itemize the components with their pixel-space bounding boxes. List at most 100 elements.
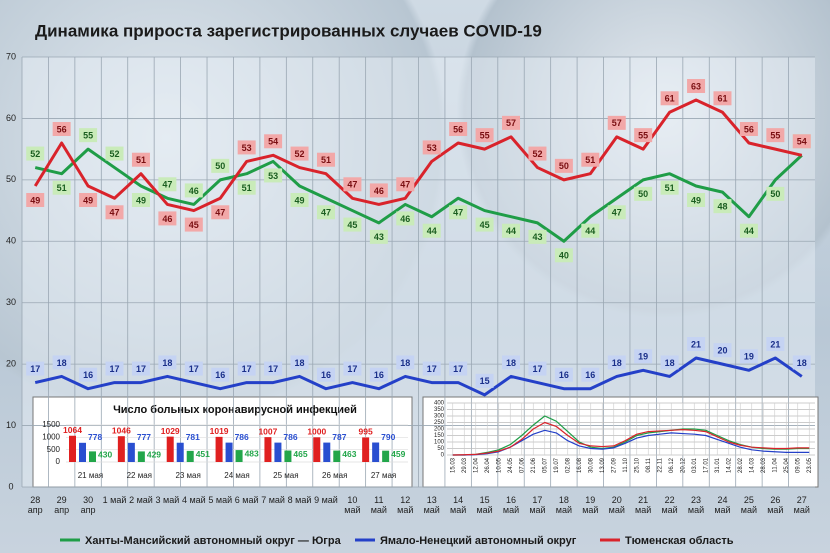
y-tick-label: 70 xyxy=(6,51,16,61)
data-label-box xyxy=(396,211,415,226)
x-tick-label: 6 май xyxy=(234,495,259,505)
x-tick-label: 21 май xyxy=(635,495,652,515)
x-tick-label: 22 мая xyxy=(127,471,152,480)
data-label-box xyxy=(343,177,362,192)
data-label: 50 xyxy=(215,161,225,171)
x-tick-label: 23 май xyxy=(687,495,705,515)
data-label-box xyxy=(713,199,732,214)
data-label: 465 xyxy=(293,449,307,459)
y-tick-label: 50 xyxy=(437,446,444,452)
data-label: 16 xyxy=(83,370,93,380)
data-label: 47 xyxy=(612,208,622,218)
x-tick-label: 21.06 xyxy=(531,457,537,473)
data-label-box xyxy=(713,91,732,106)
data-label-box xyxy=(634,186,653,201)
bar xyxy=(274,442,282,462)
data-label: 17 xyxy=(136,364,146,374)
data-label: 20 xyxy=(717,346,727,356)
data-label-box xyxy=(184,217,203,232)
data-label: 16 xyxy=(559,370,569,380)
data-label: 1046 xyxy=(112,425,131,435)
x-tick-label: 25 мая xyxy=(273,471,298,480)
x-tick-label: 29.03 xyxy=(462,457,468,473)
x-tick-label: 15 май xyxy=(476,495,493,515)
data-label: 17 xyxy=(110,364,120,374)
x-tick-label: 28.03 xyxy=(761,457,767,473)
data-label-box xyxy=(131,152,150,167)
data-label: 55 xyxy=(770,131,780,141)
data-label: 17 xyxy=(347,364,357,374)
data-label: 47 xyxy=(215,208,225,218)
data-label: 17 xyxy=(189,364,199,374)
y-tick-label: 1500 xyxy=(42,420,60,429)
legend-label: Ханты-Мансийский автономный округ — Югра xyxy=(85,535,342,547)
x-tick-label: 19.07 xyxy=(554,457,560,473)
x-tick-label: 27.09 xyxy=(611,457,617,473)
data-label: 49 xyxy=(83,195,93,205)
bar xyxy=(323,442,331,462)
data-label: 45 xyxy=(189,220,199,230)
data-label-box xyxy=(422,223,441,238)
x-tick-label: 07.06 xyxy=(519,457,525,473)
data-label: 17 xyxy=(453,364,463,374)
data-label: 995 xyxy=(359,427,373,437)
bar xyxy=(215,436,223,462)
data-label: 47 xyxy=(162,180,172,190)
x-tick-label: 22.11 xyxy=(657,457,663,472)
bar xyxy=(372,442,380,462)
data-label: 53 xyxy=(427,143,437,153)
x-tick-label: 20 май xyxy=(608,495,625,515)
data-label-box xyxy=(316,367,335,382)
data-label-box xyxy=(581,152,600,167)
data-label: 1029 xyxy=(161,426,180,436)
x-tick-label: 26 мая xyxy=(322,471,347,480)
bar xyxy=(89,451,96,462)
legend-label: Тюменская область xyxy=(625,535,734,547)
data-label: 47 xyxy=(110,208,120,218)
data-label-box xyxy=(581,367,600,382)
x-tick-label: 16.08 xyxy=(577,457,583,473)
data-label-box xyxy=(502,115,521,130)
data-label-box xyxy=(26,146,45,161)
data-label: 15 xyxy=(480,376,490,386)
x-tick-label: 7 май xyxy=(261,495,285,505)
y-tick-label: 10 xyxy=(6,420,16,430)
data-label: 18 xyxy=(797,358,807,368)
data-label-box xyxy=(634,128,653,143)
data-label: 16 xyxy=(374,370,384,380)
data-label-box xyxy=(52,180,71,195)
data-label: 51 xyxy=(57,183,67,193)
data-label-box xyxy=(264,134,283,149)
x-tick-label: 23.05 xyxy=(807,457,813,473)
data-label: 18 xyxy=(665,358,675,368)
data-label-box xyxy=(687,79,706,93)
data-label-box xyxy=(290,193,309,207)
data-label: 56 xyxy=(744,124,754,134)
x-tick-label: 30 апр xyxy=(80,495,96,515)
data-label-box xyxy=(554,158,573,173)
data-label-box xyxy=(449,361,468,376)
x-tick-label: 05.07 xyxy=(542,457,548,473)
x-tick-label: 10.05 xyxy=(496,457,502,473)
data-label: 430 xyxy=(98,450,112,460)
data-label: 18 xyxy=(162,358,172,368)
data-label: 47 xyxy=(453,208,463,218)
data-label: 1000 xyxy=(307,427,326,437)
x-tick-label: 21 мая xyxy=(78,471,103,480)
data-label-box xyxy=(660,355,679,370)
data-label-box xyxy=(369,183,388,198)
y-tick-label: 200 xyxy=(434,427,445,433)
bar xyxy=(69,435,76,462)
data-label: 18 xyxy=(57,358,67,368)
data-label: 18 xyxy=(506,358,516,368)
data-label-box xyxy=(369,367,388,382)
data-label: 43 xyxy=(532,232,542,242)
data-label-box xyxy=(528,361,547,376)
x-tick-label: 02.08 xyxy=(565,457,571,473)
x-tick-label: 14 май xyxy=(450,495,467,515)
data-label-box xyxy=(26,193,45,207)
data-label-box xyxy=(237,180,256,195)
bar xyxy=(313,437,321,462)
data-label-box xyxy=(475,373,494,388)
